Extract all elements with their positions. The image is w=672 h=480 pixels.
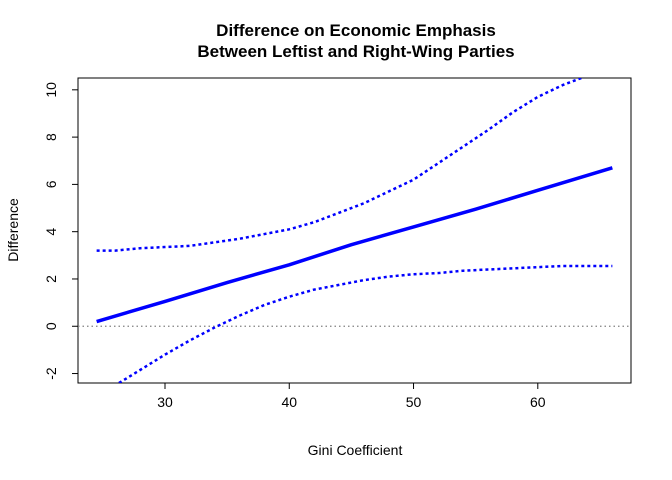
- x-tick-label: 50: [406, 394, 422, 410]
- upper-bound-line: [96, 78, 582, 252]
- x-axis-label: Gini Coefficient: [308, 442, 403, 458]
- x-tick-label: 30: [157, 394, 173, 410]
- y-tick-label: 8: [43, 133, 59, 141]
- chart-title-line-1: Difference on Economic Emphasis: [216, 21, 496, 40]
- estimate-line: [96, 166, 613, 324]
- x-tick-label: 60: [530, 394, 546, 410]
- y-tick-label: 10: [43, 82, 59, 98]
- plot-layer: [78, 78, 631, 383]
- x-axis: 30 40 50 60: [157, 382, 546, 410]
- lower-bound-line: [118, 264, 613, 383]
- y-tick-label: 4: [43, 228, 59, 236]
- y-tick-label: -2: [43, 367, 59, 380]
- y-axis: -2 0 2 4 6 8 10: [43, 82, 78, 380]
- y-tick-label: 2: [43, 275, 59, 283]
- plot-frame: [77, 77, 632, 384]
- chart-title-line-2: Between Leftist and Right-Wing Parties: [197, 42, 514, 61]
- y-tick-label: 6: [43, 180, 59, 188]
- x-tick-label: 40: [281, 394, 297, 410]
- y-tick-label: 0: [43, 322, 59, 330]
- y-axis-label: Difference: [5, 198, 21, 262]
